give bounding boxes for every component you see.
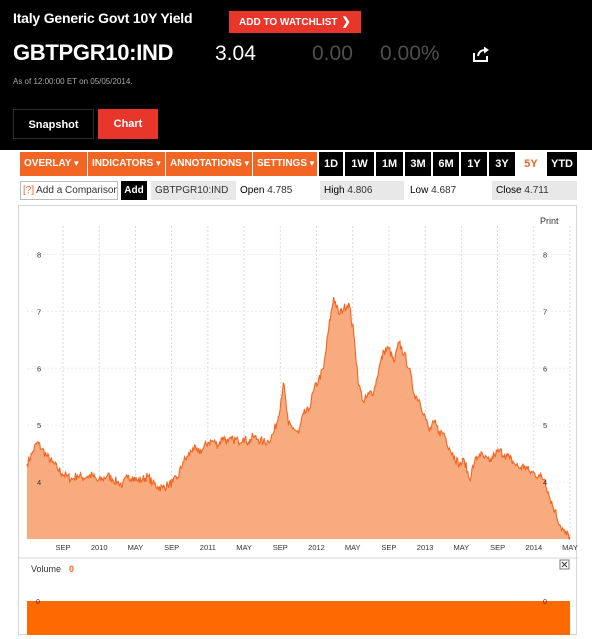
range-1m-button[interactable]: 1M (376, 152, 403, 176)
x-tick-label: 2011 (200, 543, 216, 552)
y-tick-label-right: 5 (543, 421, 547, 430)
x-tick-label: SEP (55, 543, 70, 552)
y-tick-label-right: 4 (543, 478, 547, 487)
comparison-help-link[interactable]: [?] (23, 185, 35, 196)
volume-label: Volume (31, 564, 61, 574)
dropdown-triangle-icon: ▼ (72, 159, 81, 168)
x-tick-label: 2014 (525, 543, 542, 552)
close-volume-icon[interactable] (559, 559, 570, 570)
x-tick-label: MAY (128, 543, 144, 552)
y-axis-right: 4 5 6 7 8 (543, 250, 547, 487)
security-title: Italy Generic Govt 10Y Yield (13, 10, 193, 26)
chart-panel[interactable]: 4 5 6 7 8 4 5 6 7 8 SEP 2010 MAY SEP 2011 MAY SEP 2012 M… (18, 205, 578, 636)
chart-toolbar: OVERLAY▼ INDICATORS▼ ANNOTATIONS▼ SETTIN… (20, 150, 577, 177)
low-label: Low (410, 185, 429, 196)
x-tick-label: MAY (562, 543, 578, 552)
close-value: Close 4.711 (492, 181, 577, 200)
indicators-label: INDICATORS (92, 158, 154, 169)
x-tick-label: 2010 (91, 543, 108, 552)
tab-chart[interactable]: Chart (98, 109, 158, 139)
quote-header: Italy Generic Govt 10Y Yield ADD TO WATC… (0, 0, 592, 150)
as-of-timestamp: As of 12:00:00 ET on 05/05/2014. (13, 77, 133, 86)
x-tick-label: SEP (381, 543, 396, 552)
y-tick-label-left: 6 (37, 364, 41, 373)
dropdown-triangle-icon: ▼ (154, 159, 163, 168)
last-price: 3.04 (215, 42, 256, 65)
open-label: Open (240, 185, 265, 196)
y-tick-label-left: 7 (37, 307, 41, 316)
volume-value: 0 (69, 564, 74, 574)
settings-menu[interactable]: SETTINGS▼ (253, 152, 317, 176)
y-tick-label-left: 5 (37, 421, 41, 430)
x-tick-label: SEP (490, 543, 505, 552)
ticker-symbol: GBTPGR10:IND (13, 40, 174, 65)
range-1w-button[interactable]: 1W (345, 152, 374, 176)
volume-axis-left: 0 (36, 599, 40, 606)
low-number: 4.687 (431, 185, 457, 196)
add-comparison-button[interactable]: Add (121, 181, 147, 200)
x-tick-label: 2012 (308, 543, 325, 552)
tab-snapshot[interactable]: Snapshot (13, 109, 94, 139)
add-to-watchlist-button[interactable]: ADD TO WATCHLIST ❯ (229, 11, 361, 33)
x-tick-label: SEP (164, 543, 179, 552)
close-number: 4.711 (524, 185, 549, 196)
range-1y-button[interactable]: 1Y (461, 152, 487, 176)
x-tick-label: MAY (454, 543, 470, 552)
range-3y-button[interactable]: 3Y (489, 152, 515, 176)
x-tick-label: MAY (345, 543, 361, 552)
overlay-label: OVERLAY (24, 158, 72, 169)
x-tick-label: MAY (236, 543, 252, 552)
y-tick-label-right: 8 (543, 250, 547, 259)
open-number: 4.785 (267, 185, 293, 196)
y-tick-label-left: 4 (37, 478, 41, 487)
chart-symbol: GBTPGR10:IND (151, 181, 236, 200)
high-value: High 4.806 (320, 181, 404, 200)
range-5y-button[interactable]: 5Y (517, 152, 545, 176)
y-axis-left: 4 5 6 7 8 (37, 250, 41, 487)
y-tick-label-right: 6 (543, 364, 547, 373)
print-link[interactable]: Print (540, 216, 559, 226)
comparison-placeholder: Add a Comparison (36, 185, 118, 196)
overlay-menu[interactable]: OVERLAY▼ (20, 152, 87, 176)
open-value: Open 4.785 (236, 181, 320, 200)
annotations-menu[interactable]: ANNOTATIONS▼ (166, 152, 252, 176)
range-3m-button[interactable]: 3M (405, 152, 431, 176)
volume-bars (27, 601, 570, 635)
x-axis: SEP 2010 MAY SEP 2011 MAY SEP 2012 MAY SEP 2013 MAY… (55, 543, 577, 552)
price-change: 0.00 (312, 42, 353, 65)
settings-label: SETTINGS (257, 158, 308, 169)
price-line (26, 297, 571, 540)
watchlist-label: ADD TO WATCHLIST (239, 17, 338, 28)
close-label: Close (496, 185, 522, 196)
comparison-input[interactable]: [?] Add a Comparison (20, 181, 118, 200)
y-tick-label-right: 7 (543, 307, 547, 316)
range-6m-button[interactable]: 6M (433, 152, 459, 176)
x-tick-label: SEP (273, 543, 288, 552)
indicators-menu[interactable]: INDICATORS▼ (88, 152, 165, 176)
volume-axis-right: 0 (543, 599, 547, 606)
price-area (27, 297, 570, 540)
range-1d-button[interactable]: 1D (319, 152, 343, 176)
y-tick-label-left: 8 (37, 250, 41, 259)
chevron-right-icon: ❯ (341, 16, 351, 28)
annotations-label: ANNOTATIONS (170, 158, 242, 169)
dropdown-triangle-icon: ▼ (242, 159, 251, 168)
low-value: Low 4.687 (406, 181, 490, 200)
high-number: 4.806 (347, 185, 373, 196)
range-ytd-button[interactable]: YTD (547, 152, 577, 176)
share-icon[interactable] (472, 45, 490, 63)
high-label: High (324, 185, 345, 196)
x-tick-label: 2013 (417, 543, 434, 552)
price-change-percent: 0.00% (380, 42, 440, 65)
price-chart[interactable]: 4 5 6 7 8 4 5 6 7 8 SEP 2010 MAY SEP 2011 MAY SEP 2012 M… (19, 206, 578, 636)
dropdown-triangle-icon: ▼ (308, 159, 316, 168)
